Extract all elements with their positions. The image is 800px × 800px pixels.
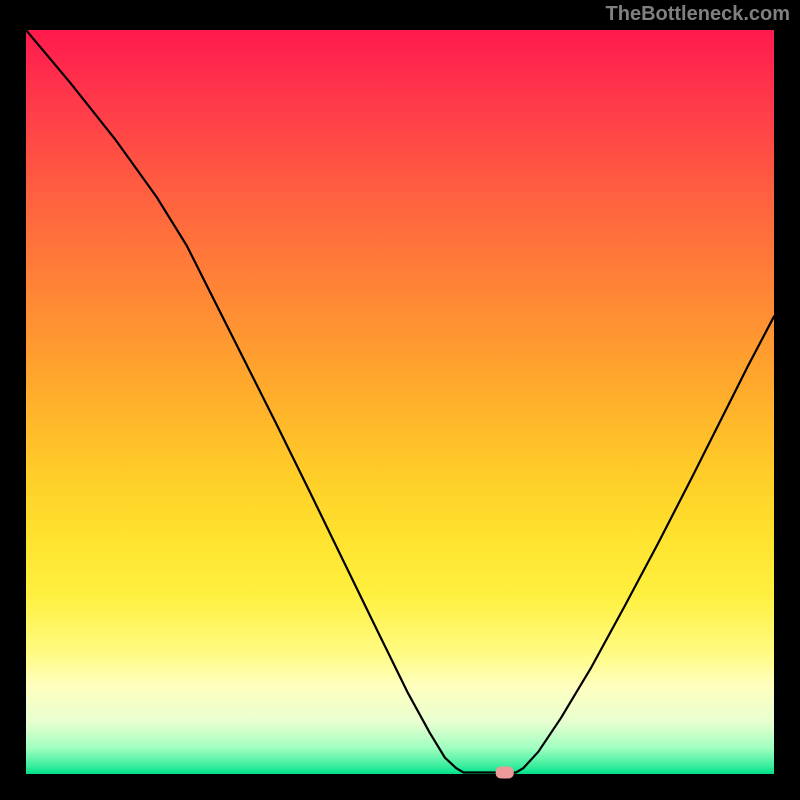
optimum-marker	[496, 767, 514, 779]
bottleneck-chart	[0, 0, 800, 800]
watermark-text: TheBottleneck.com	[606, 3, 790, 26]
chart-wrapper: TheBottleneck.com	[0, 0, 800, 800]
plot-background	[26, 30, 774, 774]
